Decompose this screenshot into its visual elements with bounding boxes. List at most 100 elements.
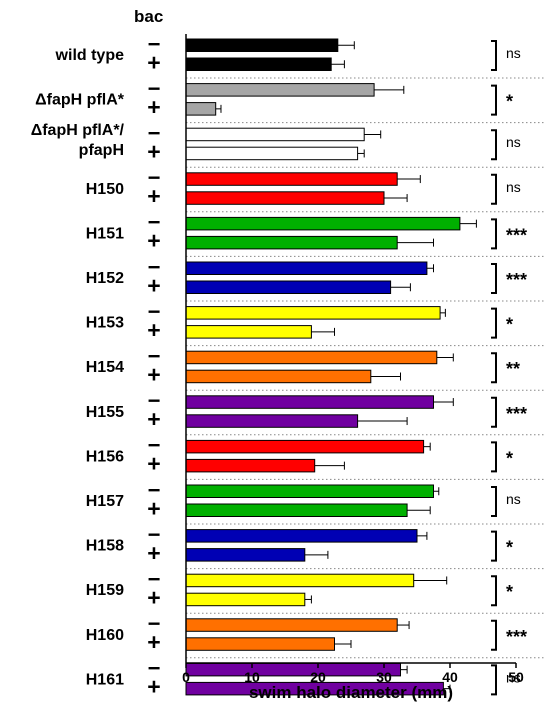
group-label: H150 <box>86 181 124 198</box>
bar <box>185 191 385 205</box>
bac-minus-label: − <box>148 522 161 547</box>
bar <box>185 637 335 651</box>
significance-label: ns <box>506 669 521 685</box>
x-tick-label: 20 <box>310 669 326 685</box>
bar <box>185 235 398 250</box>
significance-label: ns <box>506 45 521 61</box>
significance-label: ** <box>506 359 520 379</box>
bar <box>185 618 398 632</box>
bac-column-header: bac <box>134 7 163 26</box>
bar <box>185 369 372 384</box>
bar <box>185 102 217 116</box>
significance-bracket <box>491 530 497 562</box>
bar <box>185 439 425 454</box>
group-label: H152 <box>86 270 124 287</box>
group-label: H156 <box>86 448 124 465</box>
bar <box>185 146 359 161</box>
significance-label: * <box>506 92 513 112</box>
bac-plus-label: + <box>147 584 160 610</box>
group-label: pfapH <box>79 142 124 159</box>
bac-plus-label: + <box>147 406 160 432</box>
group-label: ΔfapH pflA* <box>35 92 125 109</box>
significance-bracket <box>491 40 497 71</box>
significance-label: *** <box>506 627 527 647</box>
group-label: H158 <box>86 538 124 555</box>
significance-bracket <box>491 173 497 205</box>
group-label: wild type <box>55 47 125 64</box>
significance-bracket <box>491 619 497 651</box>
bar <box>185 306 441 320</box>
significance-label: *** <box>506 225 527 245</box>
x-tick-label: 0 <box>182 669 190 685</box>
bar <box>185 503 408 517</box>
bar <box>185 127 365 142</box>
bar <box>185 325 312 339</box>
bac-minus-label: − <box>148 299 161 324</box>
significance-label: ns <box>506 491 521 507</box>
bar <box>185 548 306 562</box>
bac-minus-label: − <box>148 76 161 101</box>
group-label: H155 <box>86 404 124 421</box>
bar <box>185 573 415 588</box>
group-label: H153 <box>86 315 124 332</box>
bac-minus-label: − <box>148 656 161 681</box>
significance-bracket <box>491 664 497 696</box>
significance-bracket <box>491 84 497 116</box>
bac-plus-label: + <box>147 361 160 387</box>
group-label: ΔfapH pflA*/ <box>31 122 125 139</box>
significance-label: * <box>506 538 513 558</box>
significance-bracket <box>491 263 497 294</box>
significance-bracket <box>491 486 497 517</box>
significance-label: * <box>506 448 513 468</box>
group-label: H157 <box>86 493 124 510</box>
bar <box>185 662 401 677</box>
significance-bracket <box>491 352 497 384</box>
group-label: H160 <box>86 627 124 644</box>
bar <box>185 38 339 52</box>
bac-plus-label: + <box>147 317 160 343</box>
bac-minus-label: − <box>148 388 161 413</box>
bac-plus-label: + <box>147 49 160 75</box>
bac-minus-label: − <box>148 611 161 636</box>
bac-plus-label: + <box>147 674 160 700</box>
bac-minus-label: − <box>148 433 161 458</box>
bac-minus-label: − <box>148 31 161 56</box>
significance-bracket <box>491 218 497 250</box>
bac-plus-label: + <box>147 272 160 298</box>
group-label: H151 <box>86 225 124 242</box>
bac-plus-label: + <box>147 228 160 254</box>
bar <box>185 458 316 473</box>
group-label: H159 <box>86 582 124 599</box>
significance-label: * <box>506 315 513 335</box>
bar <box>185 529 418 543</box>
significance-bracket <box>491 396 497 428</box>
significance-bracket <box>491 441 497 473</box>
bac-minus-label: − <box>148 566 161 591</box>
group-label: H161 <box>86 671 124 688</box>
significance-label: *** <box>506 404 527 424</box>
x-tick-label: 40 <box>442 669 458 685</box>
x-tick-label: 50 <box>508 669 524 685</box>
bar <box>185 280 392 294</box>
bar <box>185 216 461 231</box>
bar <box>185 592 306 607</box>
bac-minus-label: − <box>148 120 161 145</box>
bac-plus-label: + <box>147 138 160 164</box>
bac-minus-label: − <box>148 477 161 502</box>
bac-minus-label: − <box>148 165 161 190</box>
significance-bracket <box>491 575 497 607</box>
bac-minus-label: − <box>148 343 161 368</box>
bar <box>185 414 359 428</box>
bar <box>185 484 434 498</box>
bar <box>185 83 375 97</box>
bac-plus-label: + <box>147 495 160 521</box>
bar <box>185 261 428 275</box>
significance-label: *** <box>506 270 527 290</box>
bac-plus-label: + <box>147 183 160 209</box>
bar <box>185 172 398 186</box>
bar <box>185 57 332 71</box>
bar <box>185 350 438 365</box>
significance-label: ns <box>506 134 521 150</box>
bac-plus-label: + <box>147 451 160 477</box>
